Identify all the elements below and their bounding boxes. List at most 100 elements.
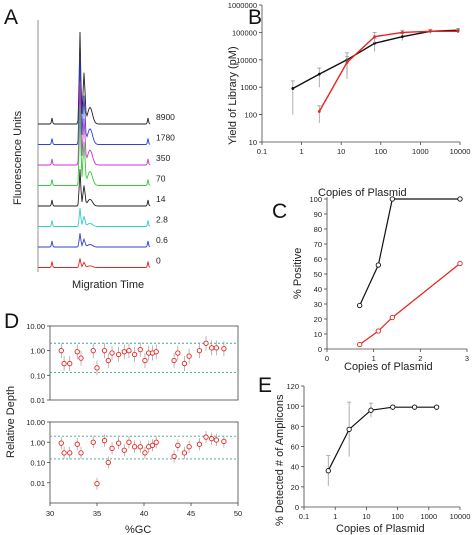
trace-14 (38, 169, 151, 207)
data-point (153, 439, 159, 445)
trace-350 (38, 82, 151, 166)
data-point (78, 450, 84, 456)
data-point (78, 355, 84, 361)
data-point (346, 426, 352, 433)
panel-e-xlabel: Copies of Plasmid (336, 523, 425, 535)
x-tick-label: 1 (300, 147, 304, 156)
x-tick-label: 30 (46, 509, 54, 518)
data-point (456, 29, 460, 33)
trace-label: 0 (156, 256, 161, 266)
x-tick-label: 50 (234, 509, 242, 518)
data-point (203, 340, 209, 346)
panel-letter-a: A (4, 6, 18, 29)
y-tick-label: 40 (291, 463, 299, 472)
y-tick-label: 40 (314, 285, 322, 294)
trace-label: 2.8 (156, 215, 168, 225)
panel-b-xlabel: Copies of Plasmid (318, 187, 407, 199)
data-point (175, 350, 181, 356)
trace-0 (38, 258, 151, 268)
y-tick-label: 60 (291, 443, 299, 452)
y-tick-label: 10 (314, 330, 322, 339)
y-tick-label: 0 (295, 503, 299, 512)
data-point (131, 444, 138, 450)
data-point (137, 444, 143, 450)
panel-c-xlabel: Copies of Plasmid (344, 361, 433, 373)
data-point (109, 445, 115, 451)
data-point (181, 360, 188, 367)
trace-70 (38, 107, 151, 186)
y-tick-label: 10000 (236, 56, 257, 65)
trace-label: 14 (156, 194, 166, 204)
data-point (373, 35, 377, 39)
data-point (181, 450, 188, 456)
x-tick-label: 1 (372, 354, 376, 363)
data-point (61, 360, 67, 367)
data-point (400, 31, 404, 34)
trace-1780 (38, 57, 151, 145)
data-point (121, 447, 127, 453)
trace-8900 (38, 31, 151, 125)
y-tick-label: 70 (314, 240, 322, 249)
panel-d-xlabel: %GC (125, 524, 151, 535)
panel-c-chart: 0 10 20 30 40 50 60 70 80 90 100 0 1 2 3 (309, 195, 469, 363)
y-tick-label: 20 (291, 483, 299, 492)
data-point (186, 353, 192, 359)
y-tick-label: 100 (309, 195, 322, 204)
series-line-black (359, 198, 460, 306)
panel-e-ylabel: % Detected # of Amplicons (274, 394, 286, 526)
y-tick-label: 0.01 (30, 479, 45, 488)
panel-letter-c: C (272, 200, 287, 223)
data-point (357, 341, 363, 348)
data-point (375, 328, 381, 334)
data-point (221, 346, 227, 352)
data-point (94, 365, 100, 371)
data-point (58, 440, 64, 446)
data-point (368, 407, 374, 413)
data-point (94, 481, 100, 487)
panel-letter-e: E (258, 374, 272, 397)
data-point (74, 349, 80, 355)
data-point (203, 434, 209, 440)
data-point (196, 441, 203, 447)
x-tick-label: 2 (418, 354, 422, 363)
x-tick-label: 3 (465, 354, 469, 363)
y-tick-label: 100 (286, 402, 299, 411)
x-tick-label: 1000 (420, 512, 437, 521)
data-point (389, 314, 395, 321)
series-line-red (318, 30, 458, 112)
trace-label: 70 (156, 174, 166, 184)
x-tick-label: 100 (375, 147, 388, 156)
data-point (58, 348, 64, 354)
data-point (213, 345, 220, 351)
panel-e-chart: 0 20 40 60 80 100 120 0.1 1 10 100 1000 10000 (286, 382, 470, 521)
y-tick-label: 50 (314, 270, 322, 279)
x-tick-label: 0.1 (299, 512, 309, 521)
y-tick-label: 60 (314, 255, 322, 264)
data-point (121, 349, 127, 355)
data-point (375, 262, 381, 268)
data-point (221, 438, 227, 445)
y-tick-label: 0.10 (30, 371, 45, 380)
trace-label: 1780 (156, 133, 175, 143)
data-point (109, 350, 115, 356)
panel-a-electropherogram: 8900 1780 350 70 14 2.8 0.6 0 (37, 20, 175, 272)
y-tick-label: 1000 (240, 83, 257, 92)
data-point (213, 437, 220, 443)
data-point (67, 360, 73, 367)
data-point (149, 442, 156, 449)
y-tick-label: 1.00 (30, 347, 45, 356)
data-point (209, 436, 215, 442)
data-point (61, 450, 67, 456)
data-point (153, 349, 159, 355)
y-tick-label: 100 (244, 111, 257, 120)
data-point (74, 441, 80, 447)
data-point (126, 348, 132, 354)
panel-b-chart: 10 100 1000 10000 100000 1000000 0.1 1 10 100 1000… (228, 1, 471, 156)
y-tick-label: 80 (291, 422, 299, 431)
data-point (317, 110, 321, 113)
data-point (171, 357, 177, 364)
data-point (291, 87, 295, 90)
subplot-frame (49, 421, 239, 504)
data-point (90, 348, 96, 354)
